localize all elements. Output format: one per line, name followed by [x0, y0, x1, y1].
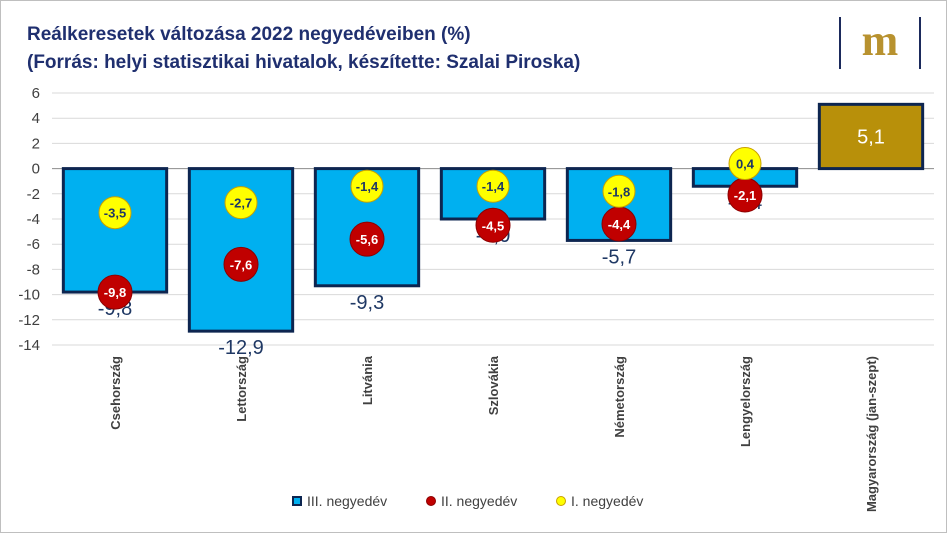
- q1-marker: [98, 196, 132, 230]
- legend-item-q3: III. negyedév: [292, 493, 387, 509]
- legend-item-q2: II. negyedév: [426, 493, 517, 509]
- q1-marker-label: -3,5: [104, 206, 126, 221]
- legend-swatch-q3: [292, 496, 302, 506]
- x-category-label: Lengyelország: [738, 356, 753, 447]
- x-category-label: Litvánia: [360, 355, 375, 405]
- y-tick-label: 4: [32, 110, 40, 127]
- q1-marker: [350, 169, 384, 203]
- legend-item-q1: I. negyedév: [556, 493, 643, 509]
- bar-value-label: -5,7: [602, 246, 636, 268]
- q2-marker: [223, 246, 259, 282]
- y-axis-ticks: 6 4 2 0 -2 -4 -6 -8 -10 -12 -14: [18, 85, 40, 354]
- legend-label-q3: III. negyedév: [307, 493, 388, 509]
- q2-marker: [475, 207, 511, 243]
- legend-label-q1: I. negyedév: [571, 493, 644, 509]
- q2-marker-label: -4,5: [482, 218, 504, 233]
- chart-title: Reálkeresetek változása 2022 negyedéveib…: [27, 24, 471, 45]
- logo-left-bar: [839, 17, 841, 69]
- q2-marker-label: -7,6: [230, 257, 252, 272]
- y-tick-label: 2: [32, 135, 40, 152]
- q1-marker: [728, 147, 762, 181]
- q1-marker: [476, 169, 510, 203]
- q2-marker-label: -4,4: [608, 217, 631, 232]
- bar-1: [61, 167, 169, 294]
- y-tick-label: -4: [27, 211, 40, 228]
- y-tick-label: 0: [32, 161, 40, 178]
- q1-marker-label: -1,8: [608, 184, 630, 199]
- chart-subtitle: (Forrás: helyi statisztikai hivatalok, k…: [27, 52, 581, 73]
- q2-marker-label: -9,8: [104, 285, 126, 300]
- q1-marker: [224, 186, 258, 220]
- x-category-label: Csehország: [108, 356, 123, 430]
- legend: III. negyedév II. negyedév I. negyedév: [0, 493, 947, 513]
- bar-value-label: 5,1: [857, 126, 885, 148]
- legend-swatch-q2: [426, 496, 436, 506]
- x-axis-categories: Csehország Lettország Litvánia Szlovákia Ném…: [108, 355, 879, 512]
- bar-7: [817, 102, 925, 171]
- logo-letter: m: [861, 16, 899, 65]
- logo-right-bar: [919, 17, 921, 69]
- y-tick-label: -10: [18, 287, 40, 304]
- x-category-label: Lettország: [234, 356, 249, 422]
- y-tick-label: -12: [18, 312, 40, 329]
- q1-marker: [602, 174, 636, 208]
- q1-marker-label: -1,4: [482, 179, 505, 194]
- x-category-label: Németország: [612, 356, 627, 438]
- y-tick-label: -8: [27, 261, 40, 278]
- y-tick-label: 6: [32, 85, 40, 102]
- x-category-label: Szlovákia: [486, 355, 501, 415]
- q1-marker-label: -2,7: [230, 196, 252, 211]
- legend-label-q2: II. negyedév: [441, 493, 518, 509]
- q1-marker-label: -1,4: [356, 179, 379, 194]
- x-category-label: Magyarország (jan-szept): [864, 356, 879, 512]
- q1-marker-label: 0,4: [736, 157, 755, 172]
- q2-marker: [349, 221, 385, 257]
- q2-marker-label: -5,6: [356, 232, 378, 247]
- y-tick-label: -2: [27, 186, 40, 203]
- y-tick-label: -6: [27, 236, 40, 253]
- bar-value-label: -9,3: [350, 292, 384, 314]
- brand-logo: m: [839, 16, 921, 69]
- legend-swatch-q1: [556, 496, 566, 506]
- q2-marker: [97, 274, 133, 310]
- quarter-markers: -9,8 -7,6 -5,6 -4,5 -4,4 -2,1 -3,5 -2,7 -1,4 -1,4…: [97, 147, 763, 310]
- bar-value-label: -12,9: [218, 337, 264, 359]
- q2-marker-label: -2,1: [734, 188, 756, 203]
- y-tick-label: -14: [18, 337, 40, 354]
